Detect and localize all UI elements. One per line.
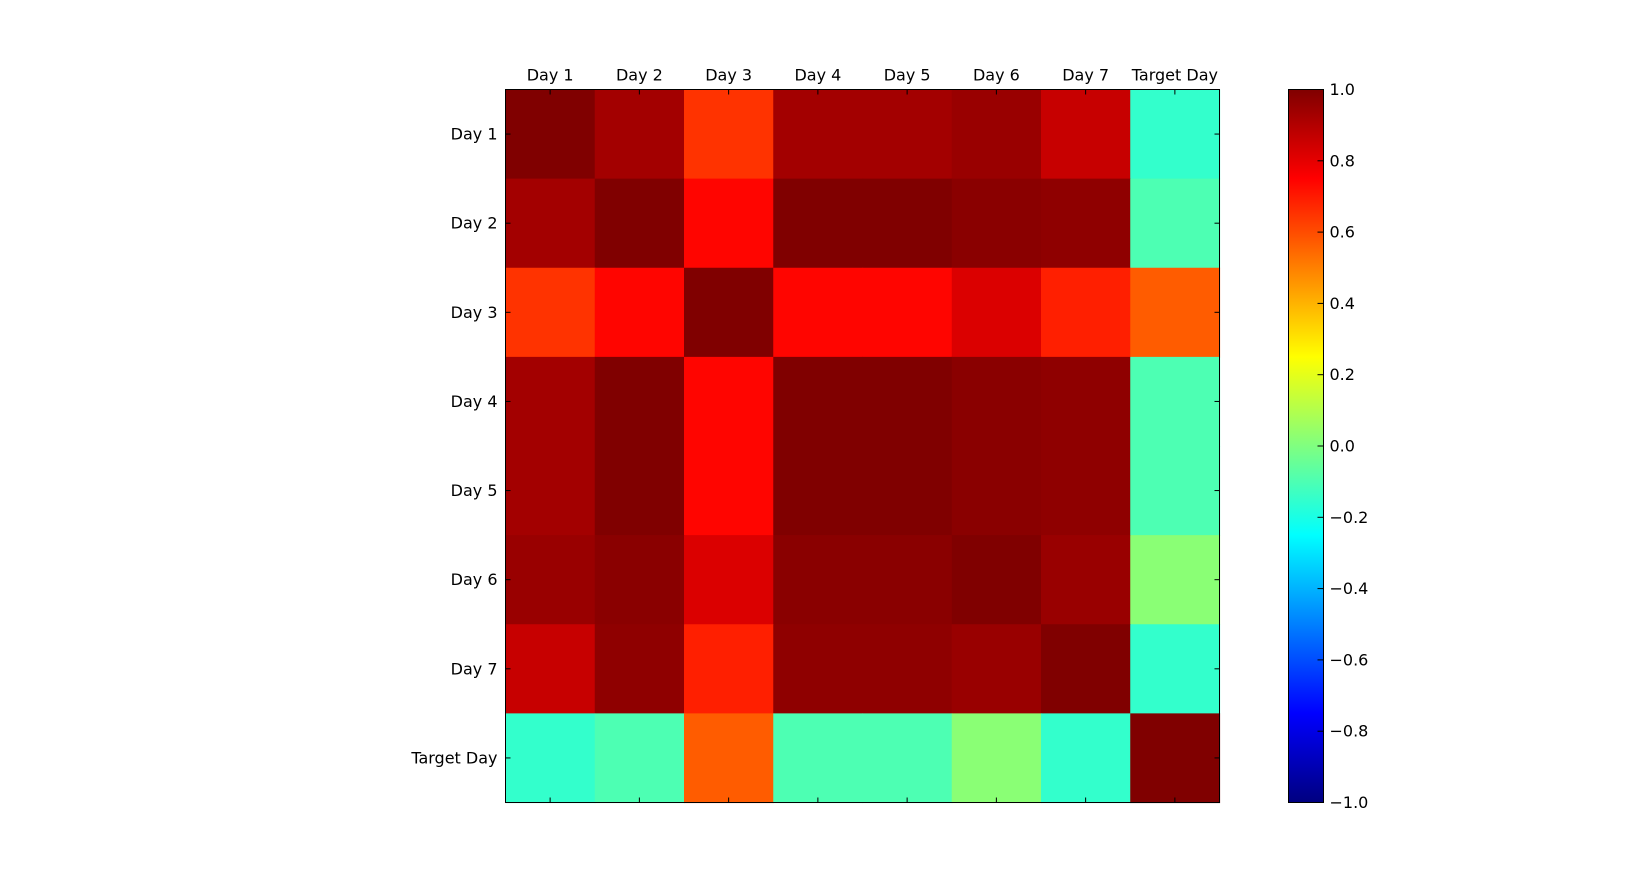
x-tick-label: Day 6 xyxy=(973,66,1020,85)
heatmap-frame xyxy=(505,89,1220,803)
heatmap-cell xyxy=(862,713,953,804)
heatmap-cell xyxy=(684,267,774,358)
colorbar-tick-label: 0.6 xyxy=(1330,223,1355,242)
heatmap-cell xyxy=(951,535,1042,625)
y-tick-label: Day 3 xyxy=(451,303,498,322)
x-tick-label: Day 1 xyxy=(527,66,574,85)
heatmap-cell xyxy=(773,356,864,447)
x-tick-label: Day 4 xyxy=(794,66,841,85)
y-tick-label: Day 6 xyxy=(451,570,498,589)
heatmap-cell xyxy=(862,356,953,447)
x-tick-label: Day 7 xyxy=(1062,66,1109,85)
heatmap-cell xyxy=(951,356,1042,447)
heatmap-cell xyxy=(1041,446,1131,536)
colorbar-tick-label: −0.8 xyxy=(1330,722,1369,741)
colorbar-tick-label: 0.0 xyxy=(1330,437,1355,456)
heatmap-cell xyxy=(1130,267,1221,358)
heatmap-cell xyxy=(1130,178,1221,269)
heatmap-ticks xyxy=(505,89,1220,803)
heatmap-cell xyxy=(1041,356,1131,447)
heatmap-cell xyxy=(594,178,685,269)
colorbar-tick-label: 1.0 xyxy=(1330,80,1355,99)
heatmap-cell xyxy=(773,535,864,625)
heatmap-cell xyxy=(1041,267,1131,358)
heatmap-cell xyxy=(773,267,864,358)
heatmap-cell xyxy=(505,356,596,447)
heatmap-cell xyxy=(773,89,864,180)
heatmap-cell xyxy=(951,446,1042,536)
heatmap-cell xyxy=(773,446,864,536)
heatmap-cell xyxy=(1041,178,1131,269)
heatmap-cell xyxy=(1041,713,1131,804)
heatmap-cell xyxy=(684,535,774,625)
heatmap-cell xyxy=(773,624,864,714)
heatmap-cell xyxy=(1041,535,1131,625)
colorbar: −1.0 −0.8 −0.6 −0.4 −0.2 0.0 0.2 0.4 0.6 0.8 1.0 xyxy=(1288,80,1369,812)
heatmap-cell xyxy=(773,713,864,804)
heatmap-cell xyxy=(773,178,864,269)
heatmap-cell xyxy=(951,713,1042,804)
heatmap-cell xyxy=(594,446,685,536)
heatmap-cell xyxy=(1130,446,1221,536)
heatmap-cell xyxy=(505,178,596,269)
heatmap-cell xyxy=(862,267,953,358)
y-tick-label: Target Day xyxy=(410,748,497,767)
heatmap-cell xyxy=(684,624,774,714)
colorbar-tick-label: −0.2 xyxy=(1330,508,1369,527)
heatmap-cell xyxy=(951,89,1042,180)
heatmap-cell xyxy=(594,624,685,714)
heatmap-cell xyxy=(1130,535,1221,625)
heatmap-cell xyxy=(951,178,1042,269)
y-tick-label: Day 7 xyxy=(451,659,498,678)
heatmap-cell xyxy=(684,178,774,269)
heatmap-cell xyxy=(1130,89,1221,180)
y-tick-label: Day 4 xyxy=(451,392,498,411)
heatmap-cell xyxy=(684,89,774,180)
heatmap-cell xyxy=(505,535,596,625)
heatmap-cell xyxy=(1130,624,1221,714)
colorbar-tick-label: −0.6 xyxy=(1330,650,1369,669)
heatmap-cell xyxy=(862,178,953,269)
heatmap-cell xyxy=(684,713,774,804)
heatmap-cells xyxy=(505,89,1221,804)
heatmap-cell xyxy=(505,267,596,358)
colorbar-tick-label: 0.4 xyxy=(1330,294,1355,313)
heatmap-cell xyxy=(594,267,685,358)
heatmap-cell xyxy=(505,624,596,714)
heatmap-cell xyxy=(1130,713,1221,804)
y-tick-label: Day 2 xyxy=(451,214,498,233)
heatmap-cell xyxy=(684,446,774,536)
heatmap-cell xyxy=(594,356,685,447)
y-tick-label: Day 5 xyxy=(451,481,498,500)
heatmap-cell xyxy=(862,89,953,180)
x-tick-label: Day 2 xyxy=(616,66,663,85)
heatmap-cell xyxy=(505,446,596,536)
colorbar-tick-label: −1.0 xyxy=(1330,793,1369,812)
heatmap-cell xyxy=(684,356,774,447)
y-axis-labels: Day 1 Day 2 Day 3 Day 4 Day 5 Day 6 Day 7 Targe… xyxy=(410,125,497,768)
heatmap-cell xyxy=(862,446,953,536)
x-tick-label: Target Day xyxy=(1131,66,1218,85)
y-tick-label: Day 1 xyxy=(451,125,498,144)
colorbar-tick-label: −0.4 xyxy=(1330,579,1369,598)
heatmap-cell xyxy=(594,535,685,625)
x-tick-label: Day 3 xyxy=(705,66,752,85)
heatmap-cell xyxy=(594,713,685,804)
heatmap-cell xyxy=(1130,356,1221,447)
heatmap-cell xyxy=(951,267,1042,358)
heatmap-cell xyxy=(862,535,953,625)
heatmap-cell xyxy=(1041,624,1131,714)
x-tick-label: Day 5 xyxy=(884,66,931,85)
colorbar-tick-label: 0.2 xyxy=(1330,365,1355,384)
heatmap-cell xyxy=(594,89,685,180)
heatmap-cell xyxy=(1041,89,1131,180)
heatmap-cell xyxy=(951,624,1042,714)
x-axis-labels: Day 1 Day 2 Day 3 Day 4 Day 5 Day 6 Day 7 Targe… xyxy=(527,66,1218,85)
heatmap-cell xyxy=(862,624,953,714)
heatmap-cell xyxy=(505,89,596,180)
colorbar-tick-label: 0.8 xyxy=(1330,151,1355,170)
heatmap-cell xyxy=(505,713,596,804)
